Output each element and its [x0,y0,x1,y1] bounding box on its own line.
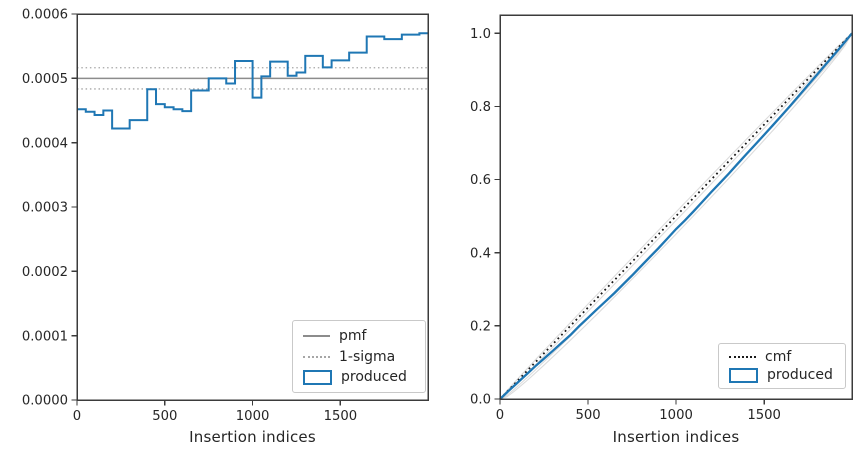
left-plot-y-tick-label: 0.0004 [22,136,68,151]
legend-label-pmf: pmf [339,327,367,344]
right-plot-x-tick-label: 1500 [747,408,781,423]
cmf-dotted-line-swatch [729,356,756,358]
x-axis-label-left: Insertion indices [189,428,316,446]
sigma-envelope-line [499,33,853,400]
sigma-envelope-line [499,32,853,400]
left-plot-y-tick-label: 0.0006 [22,8,68,23]
produced-cmf-line [499,32,853,400]
produced-rect-swatch [303,369,332,385]
right-plot-x-tick-label: 0 [496,408,504,423]
legend-label-cmf: cmf [765,349,792,365]
legend-label-produced-left: produced [341,369,407,386]
legend-label-produced-right: produced [767,367,833,383]
right-plot-x-tick-label: 1000 [659,408,693,423]
legend-item-cmf: cmf [729,348,835,366]
right-plot-y-tick-label: 0.4 [470,246,491,261]
left-plot-y-tick-label: 0.0002 [22,265,68,280]
legend-item-produced-right: produced [729,366,835,384]
left-plot-y-tick-label: 0.0001 [22,329,68,344]
left-plot-x-tick-label: 1000 [236,409,270,424]
left-plot-y-tick-label: 0.0003 [22,201,68,216]
right-plot-y-tick-label: 1.0 [470,27,491,42]
legend-label-1-sigma: 1-sigma [339,348,396,365]
left-plot-x-tick-label: 500 [152,409,177,424]
sigma-envelope-line [499,32,853,400]
cmf-dotted-line [499,32,853,400]
legend-item-pmf: pmf [303,326,415,346]
left-plot-axes: 0 500 1000 1500 0.0000 0.0001 0.0002 0.0003 0.00… [22,8,429,424]
left-plot-y-tick-label: 0.0000 [22,394,68,409]
produced-step-line [77,32,428,130]
right-plot-axes: 0 500 1000 1500 0.0 0.2 0.4 0.6 0.8 1.0 [470,14,853,423]
sigma-dotted-line-swatch [303,355,330,358]
right-plot-x-tick-label: 500 [575,408,600,423]
left-plot-y-tick-label: 0.0005 [22,72,68,87]
legend-item-produced-left: produced [303,367,415,387]
produced-rect-swatch [729,367,758,383]
right-plot-y-tick-label: 0.2 [470,319,491,334]
left-plot-x-tick-label: 1500 [324,409,358,424]
left-plot-x-tick-label: 0 [73,409,81,424]
legend-left: pmf 1-sigma produced [292,320,426,393]
right-plot-y-tick-label: 0.8 [470,100,491,115]
legend-item-1-sigma: 1-sigma [303,347,415,367]
right-plot-y-tick-label: 0.0 [470,393,491,408]
x-axis-label-right: Insertion indices [612,428,740,446]
legend-right: cmf produced [718,343,846,389]
right-plot-y-tick-label: 0.6 [470,173,491,188]
pmf-line-swatch [303,334,330,337]
